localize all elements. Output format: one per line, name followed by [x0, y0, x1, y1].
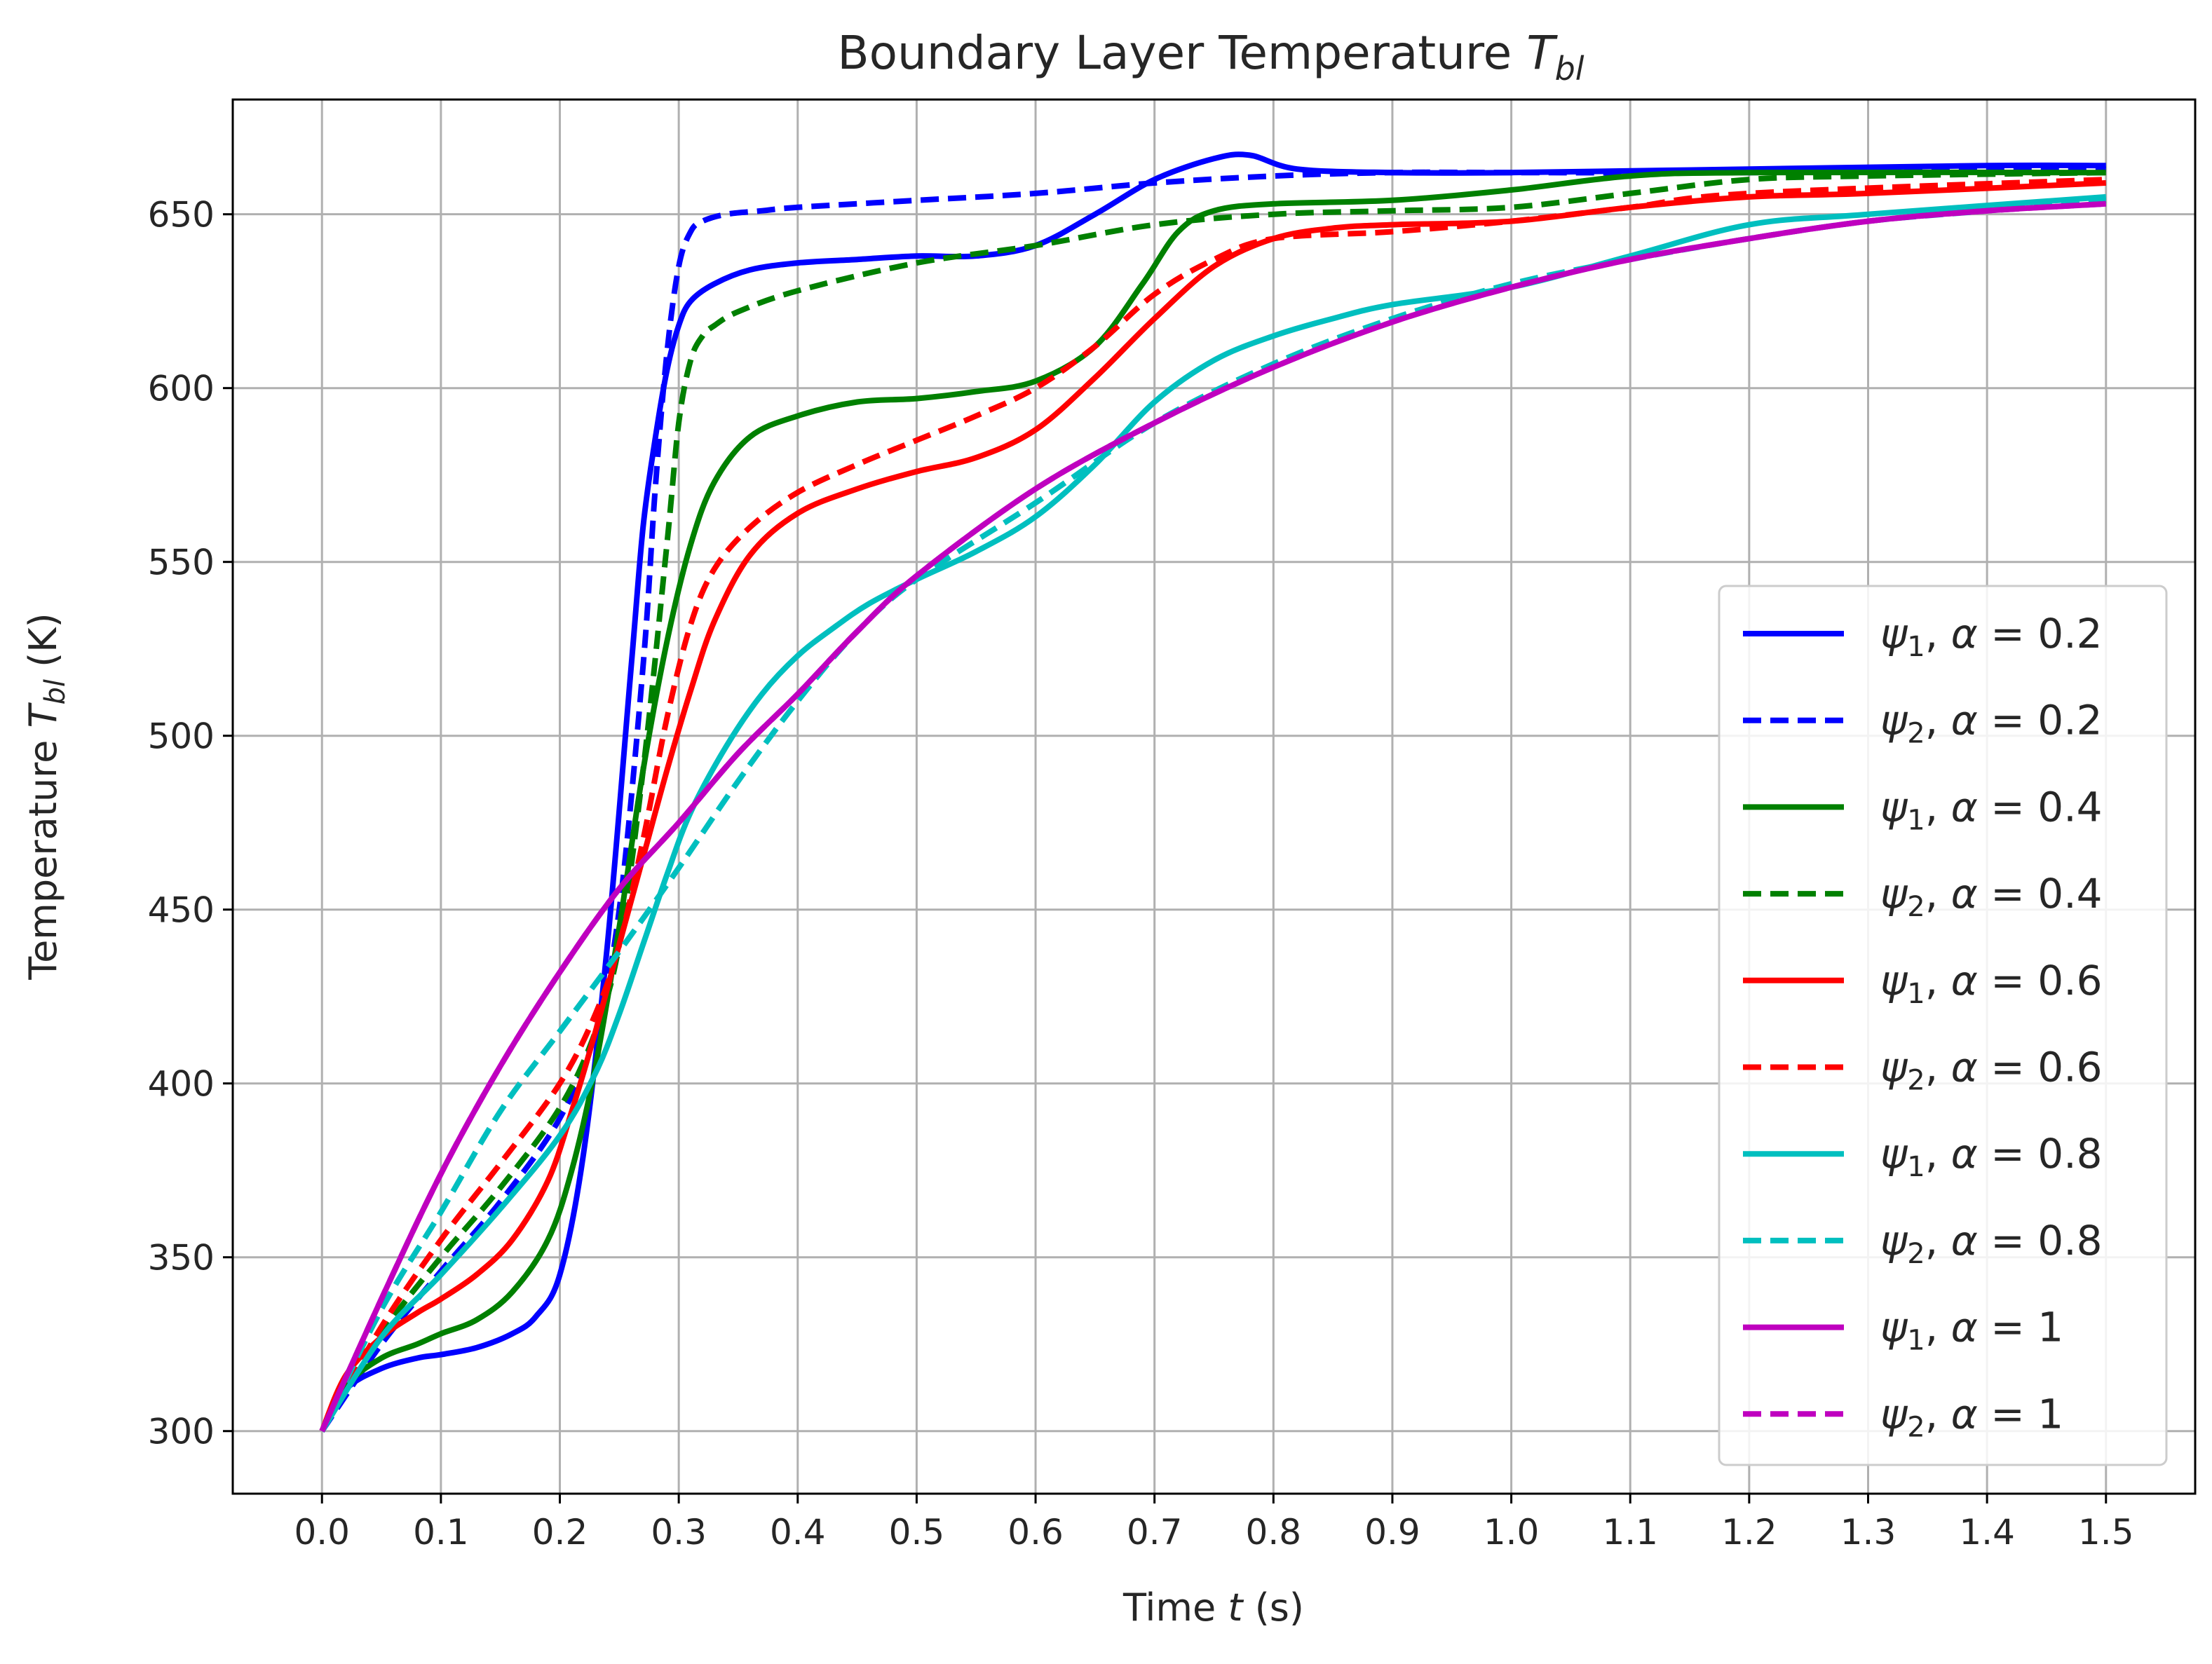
chart-title: Boundary Layer Temperature Tbl: [837, 26, 1584, 88]
series-line-10: [319, 200, 2107, 1433]
x-axis-label: Time t (s): [1122, 1585, 1304, 1630]
legend-label: ψ2, α = 0.8: [1880, 1217, 2103, 1270]
y-tick-label: 450: [148, 890, 215, 931]
legend-entry: ψ1, α = 1: [1743, 1304, 2063, 1357]
legend-entry: ψ2, α = 1: [1743, 1390, 2063, 1443]
y-tick-label: 500: [148, 716, 215, 757]
legend-entry: ψ1, α = 0.2: [1743, 610, 2103, 663]
x-tick-label: 0.9: [1364, 1512, 1420, 1553]
legend-label: ψ1, α = 0.4: [1880, 783, 2103, 836]
x-tick-label: 1.5: [2078, 1512, 2134, 1553]
x-tick-label: 0.4: [770, 1512, 826, 1553]
y-axis-label: Temperature Tbl (K): [21, 613, 72, 980]
x-tick-label: 0.0: [294, 1512, 350, 1553]
legend-label: ψ1, α = 1: [1880, 1304, 2063, 1357]
x-tick-label: 0.7: [1127, 1512, 1183, 1553]
series-line-8: [319, 197, 2107, 1433]
x-tick-label: 0.1: [413, 1512, 469, 1553]
y-tick-label: 350: [148, 1238, 215, 1278]
x-tick-label: 1.1: [1602, 1512, 1658, 1553]
x-tick-label: 1.2: [1721, 1512, 1777, 1553]
legend-entry: ψ1, α = 0.4: [1743, 783, 2103, 836]
legend-label: ψ1, α = 0.6: [1880, 957, 2103, 1010]
y-tick-label: 600: [148, 369, 215, 409]
legend-label: ψ1, α = 0.8: [1880, 1130, 2103, 1183]
plot-frame: [231, 98, 2197, 1495]
y-axis: 300 350 400 450 500 550 600 650: [148, 195, 233, 1452]
y-tick-label: 650: [148, 195, 215, 236]
y-tick-label: 400: [148, 1064, 215, 1105]
x-tick-label: 0.3: [651, 1512, 707, 1553]
legend-label: ψ1, α = 0.2: [1880, 610, 2103, 663]
y-tick-label: 550: [148, 543, 215, 583]
x-tick-label: 0.5: [889, 1512, 945, 1553]
x-axis: 0.0 0.1 0.2 0.3 0.4 0.5 0.6 0.7 0.8 0.9 1.0 1.1 1.2 1…: [294, 1494, 2134, 1553]
series-line-1: [319, 151, 2106, 1433]
legend-entry: ψ2, α = 0.4: [1743, 870, 2103, 923]
series-layer: [319, 151, 2107, 1433]
legend-label: ψ2, α = 0.6: [1880, 1044, 2103, 1097]
series-line-2: [319, 166, 2106, 1433]
x-tick-label: 0.8: [1246, 1512, 1302, 1553]
legend-entry: ψ1, α = 0.6: [1743, 957, 2103, 1010]
legend-entry: ψ2, α = 0.6: [1743, 1044, 2103, 1097]
legend-entry: ψ1, α = 0.8: [1743, 1130, 2103, 1183]
legend-label: ψ2, α = 0.4: [1880, 870, 2103, 923]
x-tick-label: 0.2: [532, 1512, 588, 1553]
legend-label: ψ2, α = 1: [1880, 1390, 2063, 1443]
x-tick-label: 1.4: [1959, 1512, 2015, 1553]
x-tick-label: 1.3: [1840, 1512, 1897, 1553]
legend-entry: ψ2, α = 0.8: [1743, 1217, 2103, 1270]
legend-label: ψ2, α = 0.2: [1880, 697, 2103, 750]
legend: ψ1, α = 0.2 ψ2, α = 0.2 ψ1, α = 0.4 ψ2, α =…: [1718, 585, 2168, 1466]
x-tick-label: 0.6: [1007, 1512, 1064, 1553]
y-tick-label: 300: [148, 1412, 215, 1452]
x-tick-label: 1.0: [1484, 1512, 1540, 1553]
legend-entry: ψ2, α = 0.2: [1743, 697, 2103, 750]
series-line-4: [319, 170, 2106, 1433]
series-line-6: [319, 177, 2106, 1433]
series-line-3: [319, 169, 2106, 1433]
